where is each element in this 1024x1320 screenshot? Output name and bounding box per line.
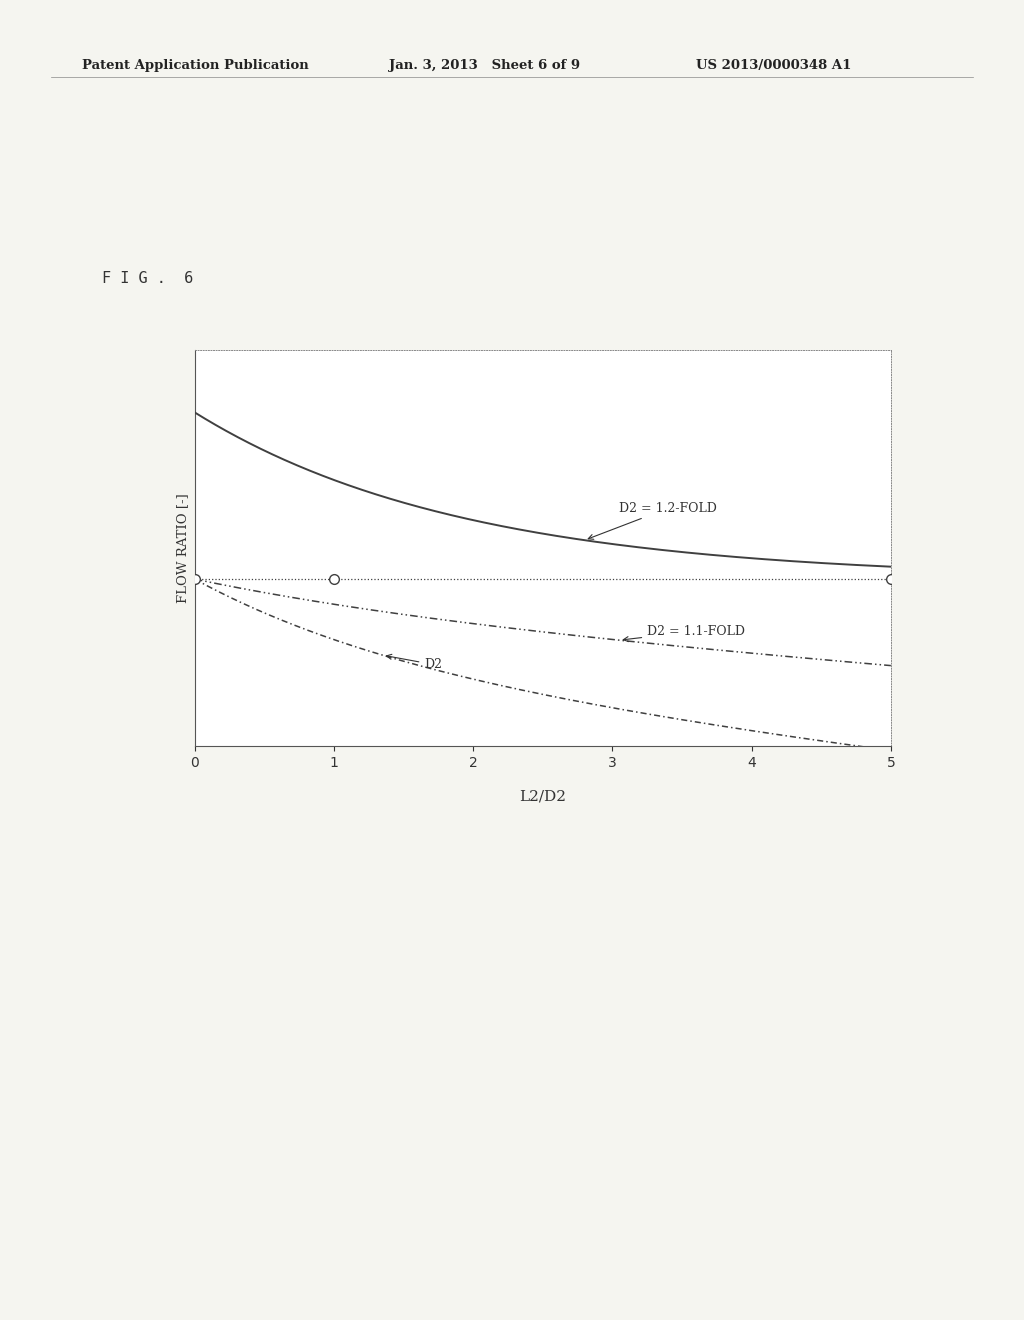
Text: Patent Application Publication: Patent Application Publication [82, 59, 308, 73]
X-axis label: L2/D2: L2/D2 [519, 789, 566, 804]
Y-axis label: FLOW RATIO [-]: FLOW RATIO [-] [176, 492, 189, 603]
Text: D2: D2 [386, 655, 442, 671]
Text: Jan. 3, 2013   Sheet 6 of 9: Jan. 3, 2013 Sheet 6 of 9 [389, 59, 581, 73]
Text: F I G .  6: F I G . 6 [102, 271, 194, 285]
Text: US 2013/0000348 A1: US 2013/0000348 A1 [696, 59, 852, 73]
Text: D2 = 1.2-FOLD: D2 = 1.2-FOLD [588, 502, 717, 540]
Text: D2 = 1.1-FOLD: D2 = 1.1-FOLD [624, 624, 745, 642]
